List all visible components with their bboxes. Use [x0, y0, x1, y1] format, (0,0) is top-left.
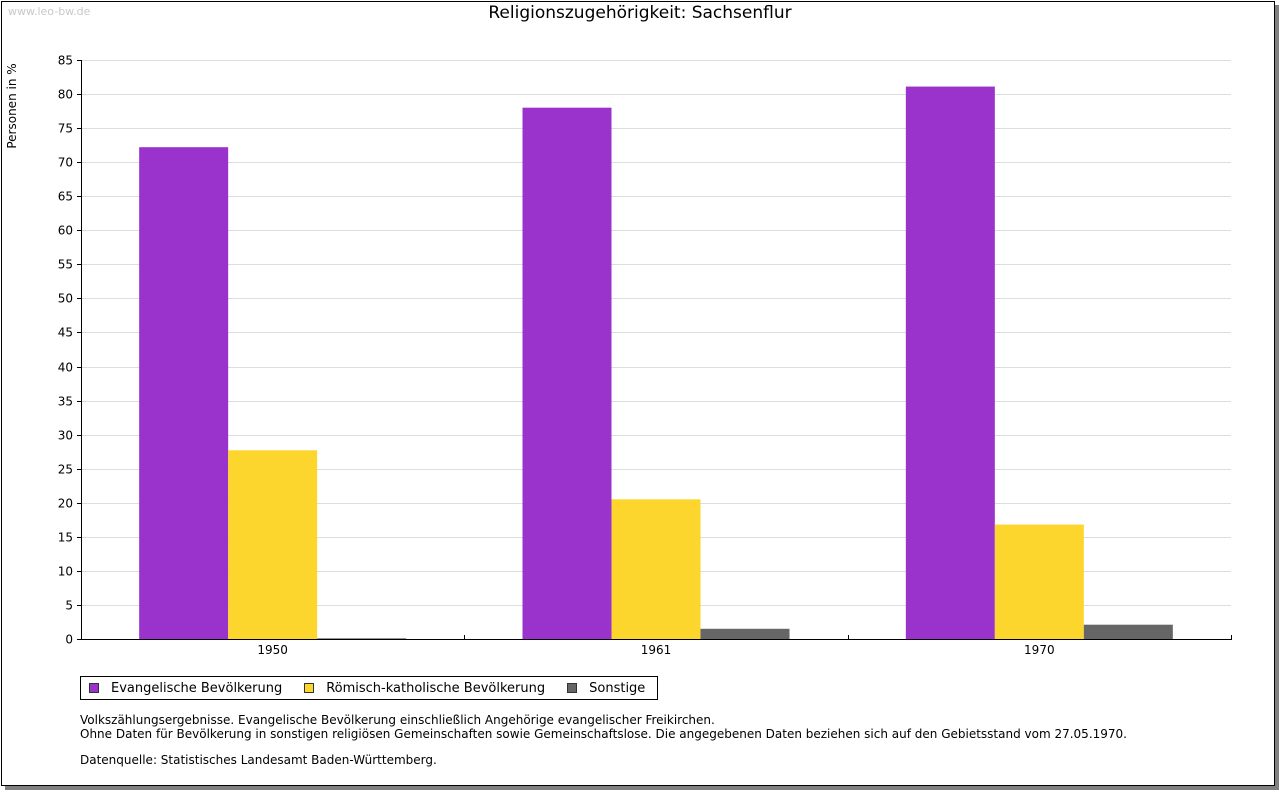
y-tick-label: 45	[58, 326, 73, 340]
footnote-line-2: Ohne Daten für Bevölkerung in sonstigen …	[80, 727, 1127, 741]
axes: 0 5 10 15 20 25 30 35 40 45 50 55 60 65 70 75 80 85 1950 19…	[58, 54, 1232, 657]
bars	[139, 86, 1173, 640]
chart-title: Religionszugehörigkeit: Sachsenflur	[488, 3, 792, 23]
x-tick-label: 1961	[641, 643, 672, 657]
y-tick-label: 50	[58, 292, 73, 306]
legend: Evangelische Bevölkerung Römisch-katholis…	[80, 676, 659, 700]
y-tick-label: 70	[58, 156, 73, 170]
bar-r-misch-katholische-bev-lkerung-1970	[994, 524, 1084, 639]
y-tick-label: 30	[58, 429, 73, 443]
legend-swatch	[304, 683, 315, 693]
data-source: Datenquelle: Statistisches Landesamt Bad…	[80, 753, 437, 767]
y-tick-label: 60	[58, 224, 73, 238]
y-tick-label: 15	[58, 531, 73, 545]
bar-sonstige-1970	[1083, 624, 1173, 639]
legend-item: Evangelische Bevölkerung	[89, 681, 282, 696]
bar-evangelische-bev-lkerung-1950	[139, 147, 229, 639]
bar-r-misch-katholische-bev-lkerung-1961	[611, 499, 701, 639]
y-tick-label: 0	[65, 633, 73, 647]
y-axis-label: Personen in %	[5, 63, 19, 148]
y-tick-label: 65	[58, 190, 73, 204]
bar-sonstige-1950	[317, 638, 407, 640]
x-tick-label: 1970	[1024, 643, 1055, 657]
footnotes: Volkszählungsergebnisse. Evangelische Be…	[80, 713, 1127, 741]
y-tick-label: 40	[58, 361, 73, 375]
bar-evangelische-bev-lkerung-1961	[522, 107, 612, 639]
bar-r-misch-katholische-bev-lkerung-1950	[228, 450, 318, 639]
watermark: www.leo-bw.de	[8, 5, 91, 18]
y-tick-label: 10	[58, 565, 73, 579]
y-tick-label: 80	[58, 88, 73, 102]
legend-swatch	[567, 683, 578, 693]
y-tick-label: 35	[58, 395, 73, 409]
y-tick-label: 55	[58, 258, 73, 272]
legend-label: Römisch-katholische Bevölkerung	[326, 680, 546, 696]
y-tick-label: 20	[58, 497, 73, 511]
footnote-line-1: Volkszählungsergebnisse. Evangelische Be…	[80, 713, 715, 727]
legend-label: Evangelische Bevölkerung	[111, 680, 283, 696]
legend-swatch	[89, 683, 99, 693]
y-tick-label: 75	[58, 122, 73, 136]
legend-label: Sonstige	[589, 680, 646, 696]
bar-evangelische-bev-lkerung-1970	[905, 86, 995, 640]
y-tick-label: 25	[58, 463, 73, 477]
y-tick-label: 5	[65, 599, 73, 613]
chart-plot: 0 5 10 15 20 25 30 35 40 45 50 55 60 65 70 75 80 85 1950 19…	[5, 54, 1232, 657]
bar-sonstige-1961	[700, 628, 790, 639]
x-tick-label: 1950	[257, 643, 288, 657]
legend-item: Sonstige	[567, 681, 645, 696]
y-tick-label: 85	[58, 54, 73, 68]
legend-item: Römisch-katholische Bevölkerung	[304, 681, 545, 696]
